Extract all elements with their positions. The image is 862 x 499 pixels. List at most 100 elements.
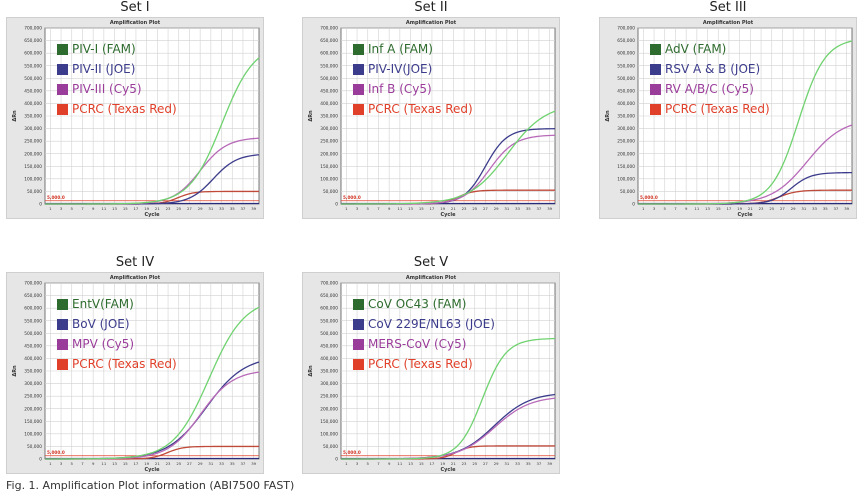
x-tick-label: 37: [241, 206, 246, 211]
y-tick-label: 0: [632, 202, 635, 208]
legend-label: Inf B (Cy5): [368, 82, 432, 96]
y-tick-label: 700,000: [320, 281, 338, 287]
x-tick-label: 19: [144, 206, 149, 211]
y-tick-label: 650,000: [617, 38, 635, 44]
legend-item-joe: BoV (JOE): [57, 314, 177, 334]
plot-heading: Amplification Plot: [702, 20, 754, 26]
x-tick-label: 25: [176, 206, 181, 211]
x-tick-label: 9: [388, 206, 391, 211]
legend-swatch: [353, 318, 364, 330]
y-tick-label: 250,000: [617, 139, 635, 145]
legend-item-cy5: PIV-III (Cy5): [57, 79, 177, 99]
legend-item-fam: Inf A (FAM): [353, 39, 473, 59]
legend-item-joe: CoV 229E/NL63 (JOE): [353, 314, 495, 334]
y-tick-label: 500,000: [24, 76, 42, 82]
y-tick-label: 350,000: [24, 114, 42, 120]
y-tick-label: 250,000: [24, 394, 42, 400]
y-tick-label: 200,000: [617, 151, 635, 157]
y-tick-label: 0: [39, 457, 42, 463]
x-tick-label: 37: [537, 461, 542, 466]
x-tick-label: 33: [219, 206, 224, 211]
legend: PIV-I (FAM) PIV-II (JOE) PIV-III (Cy5) PCRC…: [57, 39, 177, 119]
x-tick-label: 9: [92, 206, 95, 211]
threshold-label: 5,000.0: [640, 195, 658, 200]
y-tick-label: 700,000: [24, 281, 42, 287]
y-tick-label: 450,000: [24, 88, 42, 94]
y-tick-label: 650,000: [24, 38, 42, 44]
set-title: Set II: [414, 0, 448, 15]
y-tick-label: 100,000: [24, 431, 42, 437]
x-tick-label: 13: [112, 461, 117, 466]
y-tick-label: 300,000: [24, 381, 42, 387]
legend-label: BoV (JOE): [72, 317, 130, 331]
x-tick-label: 25: [472, 461, 477, 466]
x-tick-label: 21: [451, 206, 456, 211]
x-tick-label: 15: [419, 206, 424, 211]
amplification-plot-frame: Amplification Plot 700,000 650,000 600,000 5…: [599, 17, 857, 219]
y-tick-label: 550,000: [24, 318, 42, 324]
legend: EntV(FAM) BoV (JOE) MPV (Cy5) PCRC (Texas R…: [57, 294, 177, 374]
x-tick-label: 25: [176, 461, 181, 466]
x-tick-label: 7: [674, 206, 677, 211]
y-tick-label: 50,000: [27, 189, 42, 195]
x-tick-label: 29: [494, 206, 499, 211]
y-tick-label: 200,000: [24, 406, 42, 412]
x-tick-label: 19: [144, 461, 149, 466]
x-tick-label: 15: [716, 206, 721, 211]
legend-item-texas: PCRC (Texas Red): [353, 99, 473, 119]
legend-item-cy5: MERS-CoV (Cy5): [353, 334, 495, 354]
x-tick-label: 33: [515, 206, 520, 211]
x-tick-label: 33: [219, 461, 224, 466]
x-tick-label: 19: [440, 461, 445, 466]
plot-heading: Amplification Plot: [405, 20, 457, 26]
x-tick-label: 33: [812, 206, 817, 211]
legend-item-joe: RSV A & B (JOE): [650, 59, 770, 79]
y-axis-label: ΔRn: [12, 365, 18, 377]
x-tick-label: 21: [155, 461, 160, 466]
y-tick-label: 150,000: [24, 164, 42, 170]
legend-swatch: [57, 103, 68, 115]
x-tick-label: 13: [705, 206, 710, 211]
legend-item-fam: EntV(FAM): [57, 294, 177, 314]
x-tick-label: 35: [230, 461, 235, 466]
x-tick-label: 31: [504, 461, 509, 466]
x-tick-label: 1: [49, 461, 52, 466]
x-tick-label: 35: [526, 206, 531, 211]
legend-label: MPV (Cy5): [72, 337, 135, 351]
y-tick-label: 450,000: [24, 343, 42, 349]
y-tick-label: 100,000: [24, 176, 42, 182]
x-tick-label: 11: [694, 206, 699, 211]
x-tick-label: 15: [123, 461, 128, 466]
x-tick-label: 27: [483, 206, 488, 211]
y-tick-label: 650,000: [320, 293, 338, 299]
legend-label: PIV-I (FAM): [72, 42, 136, 56]
y-tick-label: 600,000: [617, 51, 635, 57]
x-axis-label: Cycle: [441, 212, 457, 218]
legend-item-joe: PIV-II (JOE): [57, 59, 177, 79]
y-tick-label: 600,000: [24, 51, 42, 57]
legend-swatch: [353, 358, 364, 370]
legend-swatch: [57, 338, 68, 350]
y-tick-label: 700,000: [617, 26, 635, 32]
y-tick-label: 150,000: [320, 164, 338, 170]
x-tick-label: 13: [408, 461, 413, 466]
y-axis-label: ΔRn: [308, 110, 314, 122]
x-tick-label: 27: [187, 206, 192, 211]
x-tick-label: 35: [230, 206, 235, 211]
y-tick-label: 0: [335, 457, 338, 463]
x-tick-label: 11: [101, 206, 106, 211]
legend-swatch: [650, 63, 661, 75]
legend-swatch: [353, 298, 364, 310]
x-tick-label: 23: [166, 206, 171, 211]
y-tick-label: 600,000: [320, 306, 338, 312]
legend-swatch: [353, 83, 364, 95]
y-tick-label: 350,000: [24, 369, 42, 375]
x-tick-label: 7: [81, 206, 84, 211]
y-tick-label: 550,000: [320, 318, 338, 324]
x-tick-label: 17: [430, 461, 435, 466]
x-tick-label: 29: [198, 461, 203, 466]
x-tick-label: 17: [430, 206, 435, 211]
legend-label: PCRC (Texas Red): [665, 102, 770, 116]
y-tick-label: 400,000: [24, 101, 42, 107]
x-tick-label: 27: [483, 461, 488, 466]
